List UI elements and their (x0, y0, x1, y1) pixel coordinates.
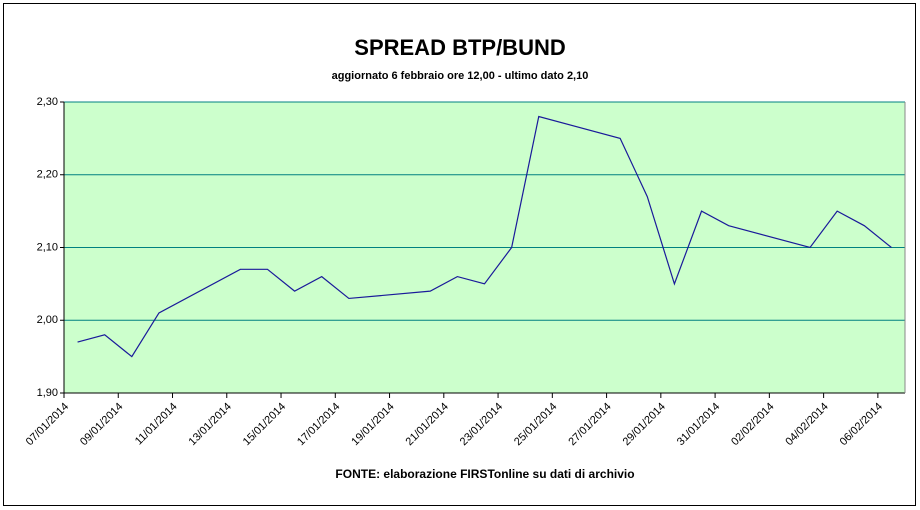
y-tick-label: 2,00 (37, 314, 58, 326)
source-note: FONTE: elaborazione FIRSTonline su dati … (335, 467, 634, 481)
chart-title: SPREAD BTP/BUND (354, 35, 565, 60)
data-line (77, 115, 892, 358)
chart-subtitle: aggiornato 6 febbraio ore 12,00 - ultimo… (332, 70, 589, 82)
y-tick-label: 2,30 (37, 96, 58, 108)
y-tick-label: 2,10 (37, 241, 58, 253)
y-tick-label: 2,20 (37, 169, 58, 181)
y-tick-label: 1,90 (37, 387, 58, 399)
